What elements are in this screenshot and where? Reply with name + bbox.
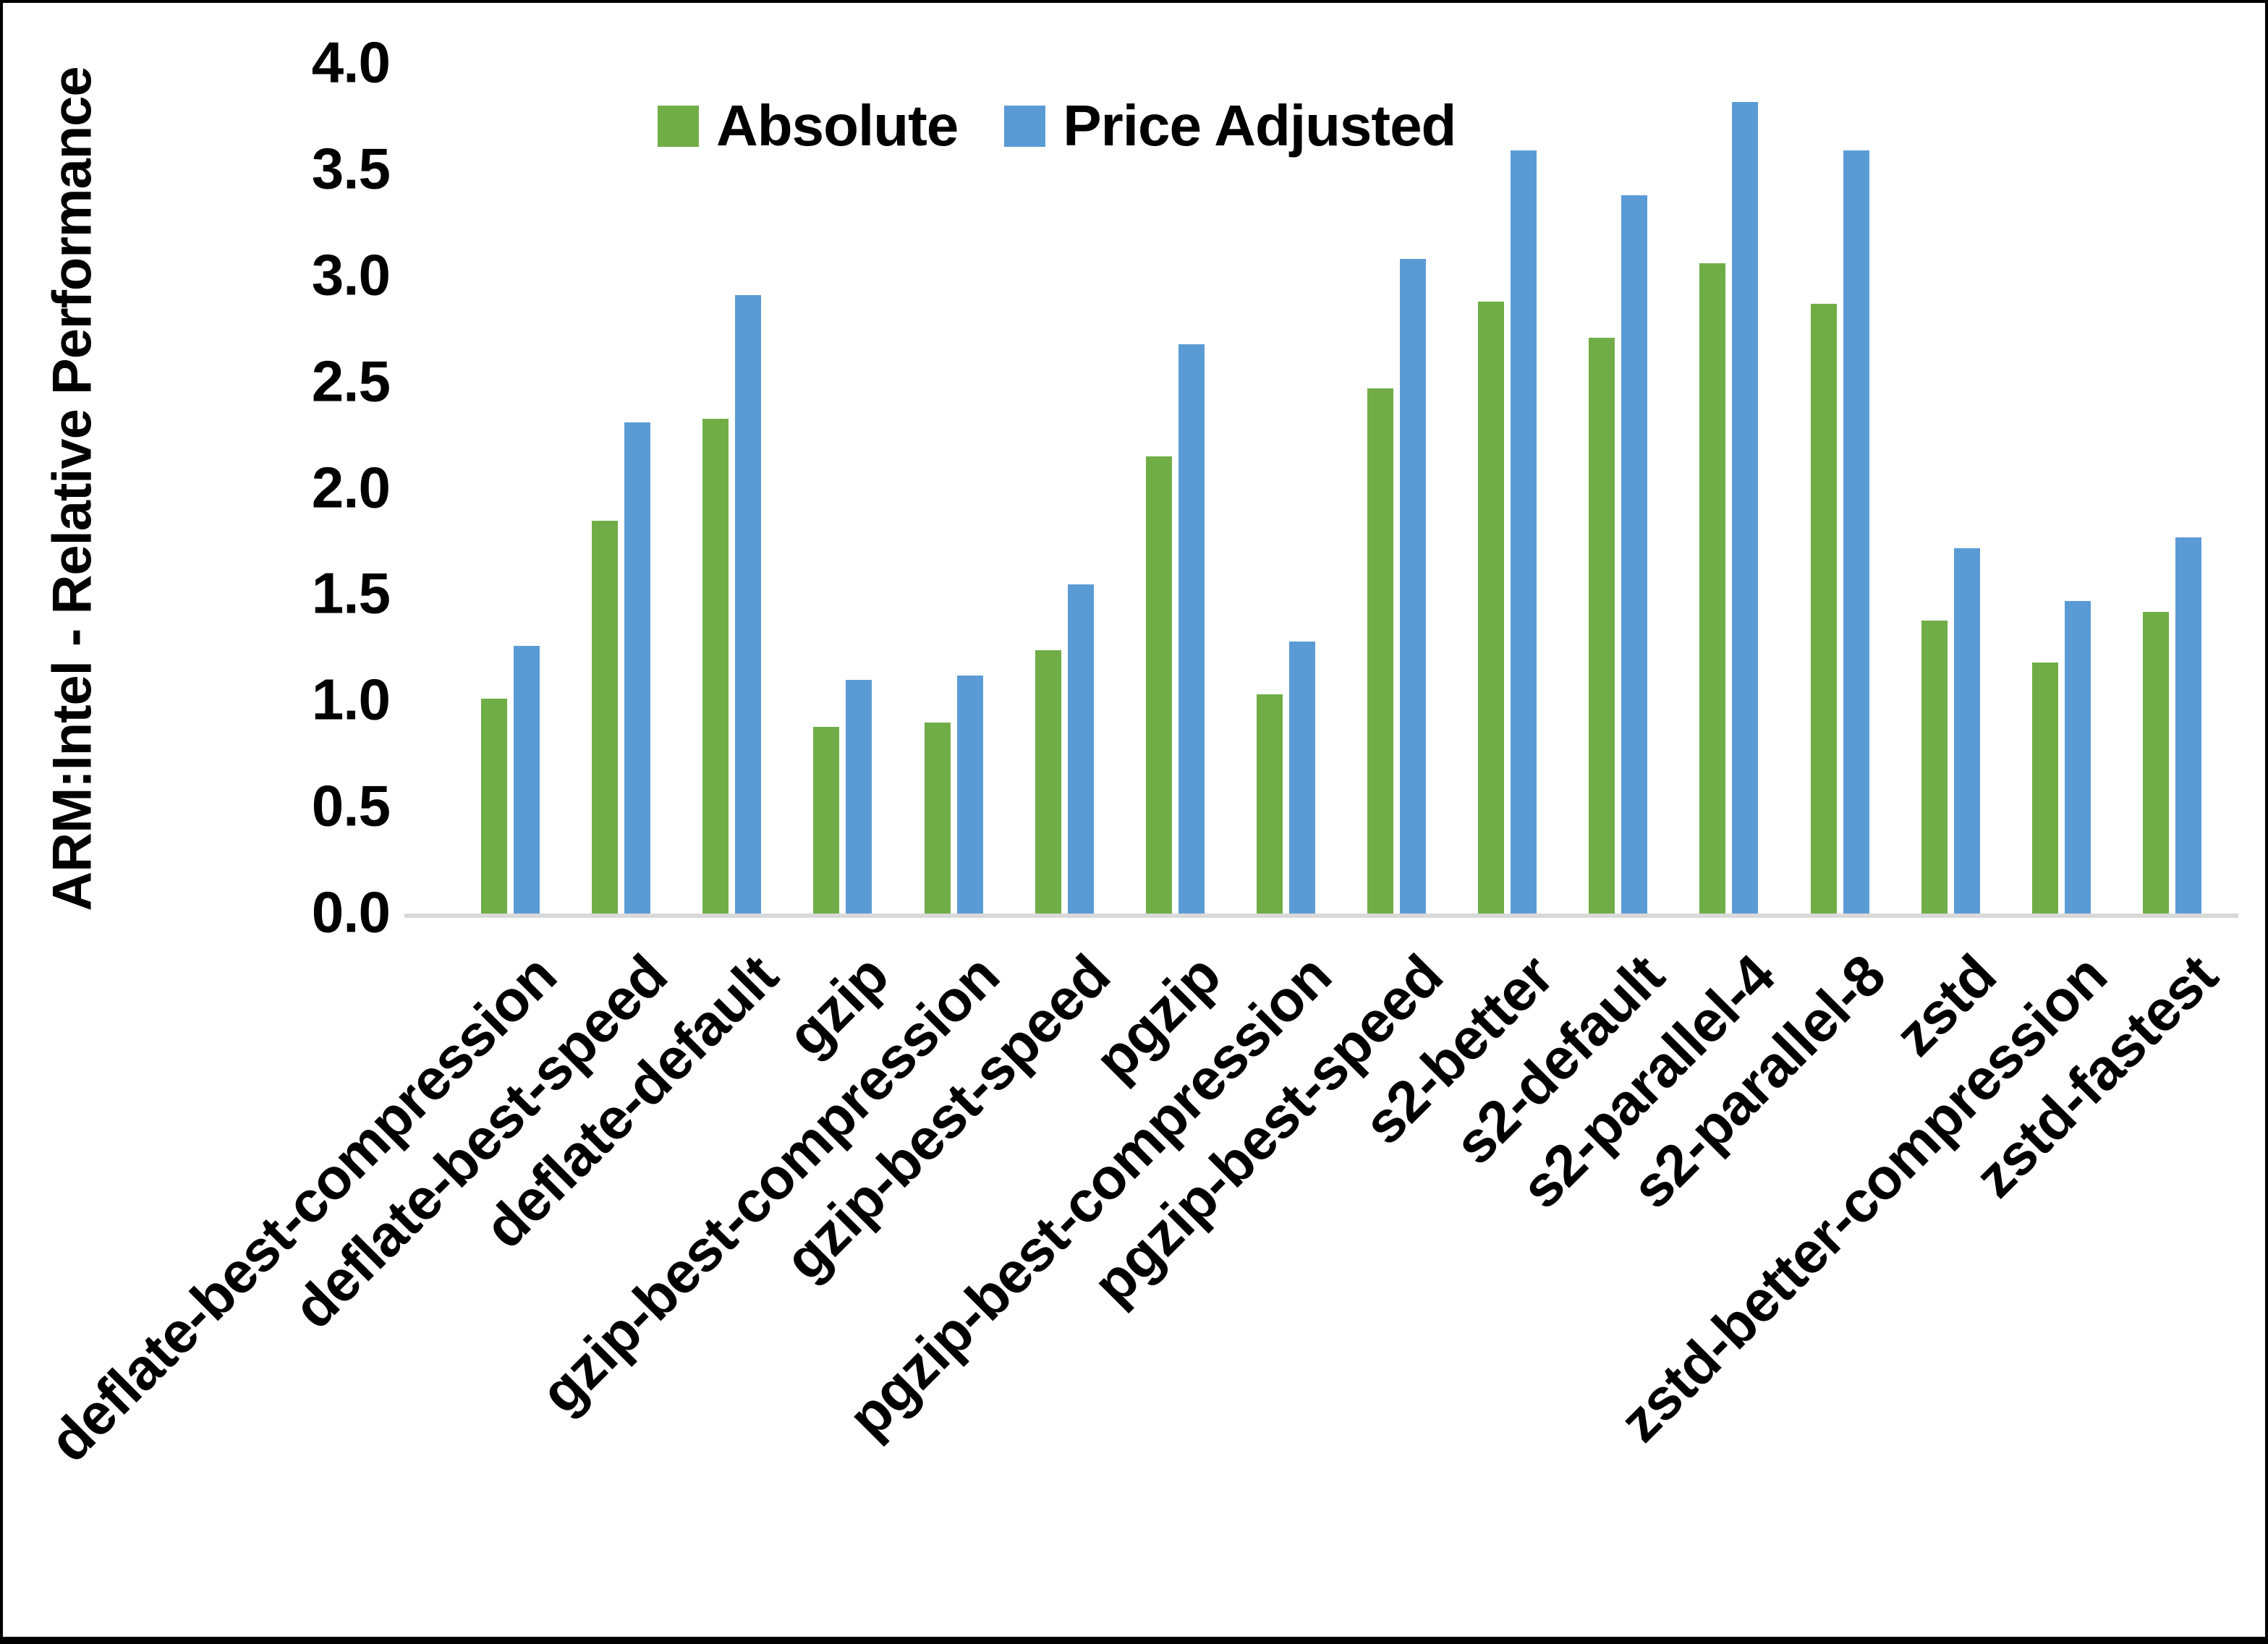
bar-absolute-pgzip-best-speed xyxy=(1367,388,1393,913)
y-tick-label: 3.5 xyxy=(311,136,391,201)
legend-label-price-adjusted: Price Adjusted xyxy=(1063,93,1456,158)
plot-area xyxy=(404,64,2238,918)
bar-group-deflate-best-compression xyxy=(455,64,566,913)
bar-absolute-s2-parallel-8 xyxy=(1810,303,1837,913)
bar-absolute-zstd xyxy=(1921,620,1948,913)
bar-price-adjusted-deflate-default xyxy=(735,295,762,913)
legend-item-price-adjusted: Price Adjusted xyxy=(1004,97,1456,155)
bar-absolute-deflate-best-compression xyxy=(481,699,507,913)
bar-price-adjusted-gzip-best-speed xyxy=(1067,584,1094,913)
legend-swatch-absolute-icon xyxy=(658,105,699,147)
legend-label-absolute: Absolute xyxy=(716,93,959,158)
bar-absolute-deflate-best-speed xyxy=(592,520,619,913)
bar-price-adjusted-gzip xyxy=(846,679,872,913)
bar-group-s2-default xyxy=(1563,64,1673,913)
bar-group-pgzip xyxy=(1120,64,1231,913)
bar-absolute-zstd-better-compression xyxy=(2031,663,2058,913)
bar-absolute-s2-default xyxy=(1589,337,1615,913)
bar-price-adjusted-pgzip xyxy=(1178,344,1205,913)
bar-group-deflate-best-speed xyxy=(566,64,676,913)
bar-group-s2-better xyxy=(1452,64,1563,913)
bar-price-adjusted-zstd-fastest xyxy=(2175,537,2201,913)
bar-absolute-deflate-default xyxy=(702,418,729,913)
y-tick-label: 2.5 xyxy=(311,349,391,414)
legend: Absolute Price Adjusted xyxy=(658,97,1456,155)
bar-price-adjusted-deflate-best-compression xyxy=(514,645,540,913)
bar-price-adjusted-pgzip-best-speed xyxy=(1400,259,1426,913)
bar-absolute-s2-better xyxy=(1478,302,1505,913)
legend-item-absolute: Absolute xyxy=(658,93,959,158)
bar-price-adjusted-zstd xyxy=(1953,548,1980,913)
bar-group-s2-parallel-4 xyxy=(1673,64,1784,913)
y-tick-label: 3.0 xyxy=(311,242,391,307)
bar-group-deflate-default xyxy=(676,64,787,913)
bar-group-gzip xyxy=(787,64,898,913)
y-tick-label: 4.0 xyxy=(311,30,391,95)
bar-group-s2-parallel-8 xyxy=(1785,64,1895,913)
bar-group-gzip-best-speed xyxy=(1009,64,1120,913)
bar-group-pgzip-best-speed xyxy=(1341,64,1452,913)
bar-absolute-pgzip-best-compression xyxy=(1256,694,1283,913)
bar-group-zstd-better-compression xyxy=(2006,64,2117,913)
bar-price-adjusted-s2-parallel-4 xyxy=(1732,101,1759,913)
bar-absolute-zstd-fastest xyxy=(2142,611,2169,913)
bar-absolute-gzip-best-compression xyxy=(924,722,951,913)
bar-group-pgzip-best-compression xyxy=(1231,64,1341,913)
bar-absolute-gzip-best-speed xyxy=(1035,649,1061,913)
y-tick-label: 1.5 xyxy=(311,561,391,626)
bar-price-adjusted-s2-default xyxy=(1621,195,1648,913)
bar-group-zstd xyxy=(1895,64,2006,913)
bar-group-gzip-best-compression xyxy=(899,64,1009,913)
bar-price-adjusted-deflate-best-speed xyxy=(624,422,651,913)
bar-price-adjusted-s2-better xyxy=(1511,150,1537,913)
y-tick-label: 1.0 xyxy=(311,667,391,732)
bar-price-adjusted-s2-parallel-8 xyxy=(1843,150,1869,913)
bar-price-adjusted-pgzip-best-compression xyxy=(1288,642,1315,913)
legend-swatch-price-adjusted-icon xyxy=(1004,105,1046,147)
bar-price-adjusted-gzip-best-compression xyxy=(956,676,983,913)
bar-absolute-pgzip xyxy=(1145,456,1172,913)
y-tick-label: 0.5 xyxy=(311,773,391,838)
y-tick-label: 2.0 xyxy=(311,454,391,519)
bar-absolute-gzip xyxy=(813,726,840,913)
bar-group-zstd-fastest xyxy=(2117,64,2227,913)
y-tick-label: 0.0 xyxy=(311,880,391,945)
bar-absolute-s2-parallel-4 xyxy=(1699,263,1726,913)
bar-price-adjusted-zstd-better-compression xyxy=(2064,601,2091,913)
